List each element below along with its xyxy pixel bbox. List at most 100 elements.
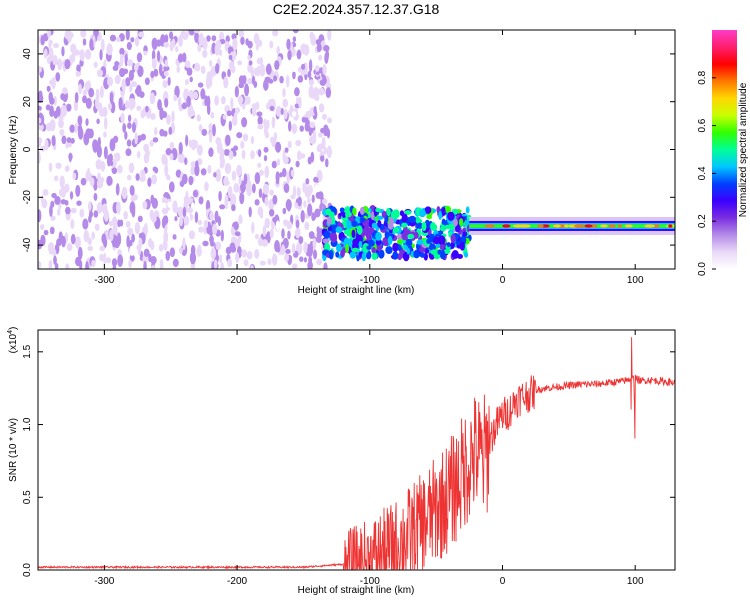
heatmap-cell: [175, 46, 179, 53]
heatmap-cell: [229, 242, 236, 253]
heatmap-cell: [200, 65, 206, 74]
heatmap-cell: [553, 224, 561, 228]
heatmap-cell: [258, 169, 264, 176]
heatmap-cell: [297, 196, 302, 207]
heatmap-cell: [311, 194, 315, 203]
heatmap-cell: [44, 139, 49, 151]
heatmap-cell: [185, 79, 189, 86]
heatmap-cell: [153, 68, 159, 77]
heatmap-cell: [503, 224, 511, 228]
heatmap-cell: [228, 150, 234, 160]
heatmap-cell: [190, 165, 195, 176]
heatmap-cell: [291, 63, 298, 73]
heatmap-cell: [178, 34, 183, 48]
heatmap-cell: [209, 211, 214, 221]
heatmap-cell: [280, 139, 286, 147]
heatmap-cell: [88, 87, 95, 98]
heatmap-cell: [281, 228, 285, 239]
heatmap-cell: [196, 114, 201, 122]
heatmap-cell: [285, 248, 291, 254]
heatmap-cell: [397, 245, 402, 251]
heatmap-cell: [220, 229, 224, 242]
heatmap-cell: [240, 140, 245, 149]
heatmap-cell: [168, 181, 175, 193]
heatmap-cell: [147, 177, 152, 187]
heatmap-cell: [327, 30, 332, 41]
heatmap-cell: [259, 63, 266, 77]
heatmap-cell: [446, 241, 451, 248]
heatmap-cell: [76, 64, 81, 73]
snr-y-tick-label: 0.5: [22, 490, 33, 504]
heatmap-cell: [130, 37, 135, 43]
heatmap-cell: [238, 30, 245, 38]
heatmap-cell: [396, 233, 403, 241]
heatmap-cell: [413, 231, 419, 239]
heatmap-cell: [215, 171, 222, 182]
heatmap-cell: [323, 45, 330, 52]
heatmap-cell: [196, 246, 202, 257]
heatmap-cell: [250, 150, 255, 160]
heatmap-cell: [96, 202, 103, 214]
heatmap-cell: [308, 85, 315, 99]
heatmap-cell: [120, 112, 125, 124]
heatmap-cell: [441, 218, 446, 225]
heatmap-cell: [204, 95, 208, 107]
heatmap-cell: [319, 67, 324, 75]
heatmap-cell: [287, 120, 292, 132]
heatmap-cell: [164, 164, 169, 177]
heatmap-cell: [352, 207, 357, 216]
heatmap-cell: [149, 140, 154, 147]
heatmap-cell: [179, 216, 183, 227]
heatmap-cell: [397, 253, 403, 260]
heatmap-cell: [61, 135, 67, 145]
heatmap-cell: [38, 123, 44, 131]
heatmap-cell: [140, 169, 146, 177]
heatmap-cell: [346, 220, 352, 230]
heatmap-cell: [40, 35, 45, 46]
heatmap-cell: [219, 148, 225, 157]
heatmap-cell: [296, 186, 301, 197]
heatmap-cell: [455, 240, 462, 245]
heatmap-cell: [430, 249, 438, 255]
heatmap-cell: [161, 207, 167, 215]
heatmap-cell: [161, 197, 168, 204]
heatmap-cell: [310, 34, 317, 46]
heatmap-cell: [196, 144, 203, 156]
colorbar-tick-label: 0.4: [697, 166, 708, 180]
heatmap-cell: [447, 211, 455, 221]
heatmap-cell: [51, 77, 56, 90]
heatmap-cell: [276, 45, 280, 56]
heatmap-cell: [280, 244, 286, 256]
heatmap-cell: [370, 211, 375, 221]
heatmap-cell: [159, 259, 164, 269]
heatmap-cell: [197, 219, 203, 226]
heatmap-cell: [214, 95, 219, 106]
heatmap-cell: [306, 185, 312, 198]
heatmap-cell: [100, 38, 105, 52]
heatmap-cell: [69, 124, 76, 133]
heatmap-cell: [307, 203, 313, 217]
heatmap-cell: [314, 94, 320, 101]
heatmap-cell: [93, 210, 99, 218]
heatmap-cell: [321, 198, 328, 205]
heatmap-cell: [385, 246, 393, 255]
heatmap-cell: [38, 105, 42, 112]
heatmap-cell: [150, 265, 156, 269]
snr-frame: [37, 329, 676, 571]
heatmap-cell: [227, 68, 231, 78]
heatmap-cell: [210, 247, 217, 260]
heatmap-cell: [56, 238, 62, 247]
heatmap-cell: [143, 50, 148, 56]
heatmap-cell: [257, 65, 261, 77]
heatmap-cell: [290, 194, 296, 200]
heatmap-cell: [229, 199, 234, 206]
heatmap-cell: [276, 246, 281, 253]
heatmap-cell: [188, 139, 193, 148]
heatmap-cell: [250, 66, 254, 78]
heatmap-cell: [302, 183, 308, 194]
heatmap-cell: [299, 153, 306, 159]
heatmap-cell: [72, 172, 77, 180]
heatmap-cell: [512, 224, 525, 228]
heatmap-cell: [185, 190, 189, 204]
heatmap-cell: [273, 131, 278, 142]
